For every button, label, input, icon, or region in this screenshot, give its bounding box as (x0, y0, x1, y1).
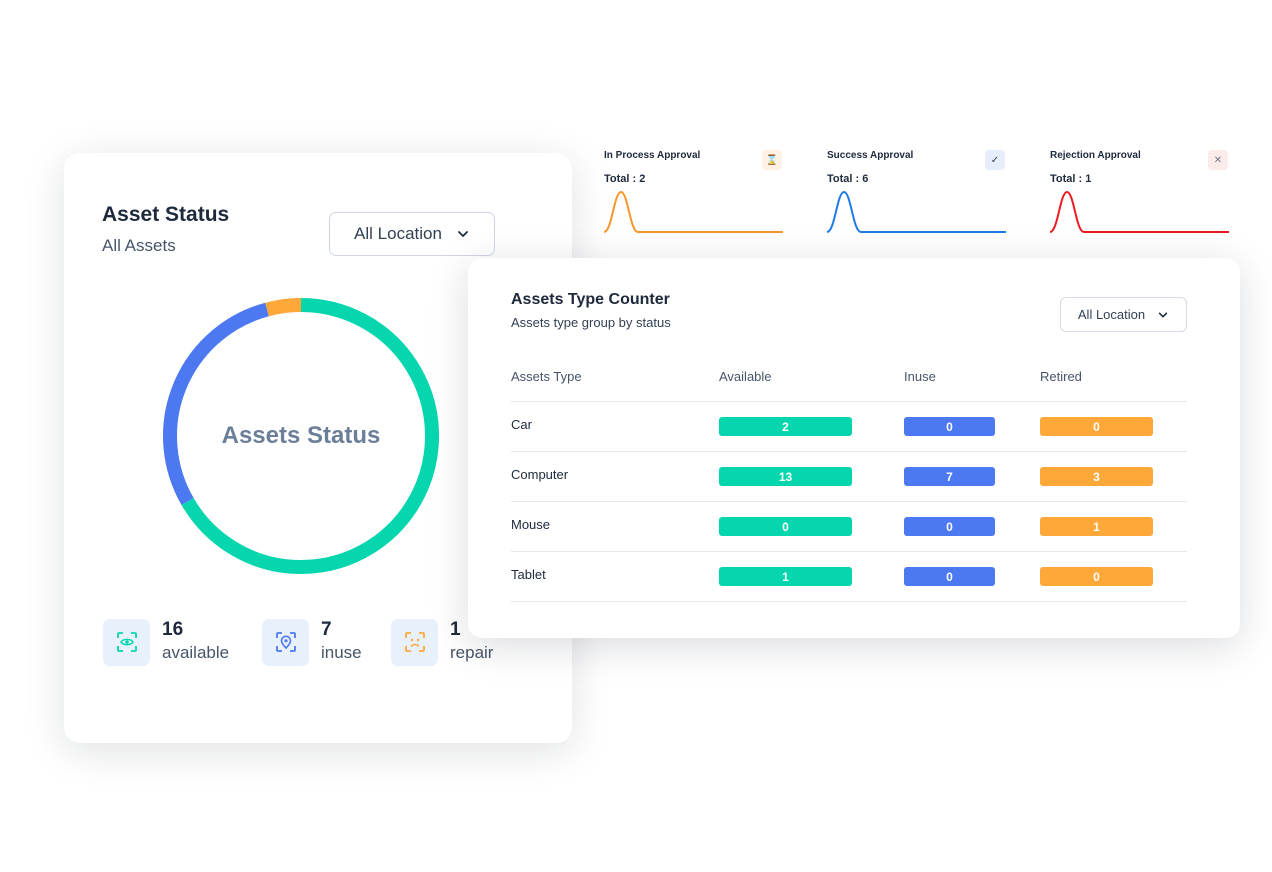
approval-total: Total : 2 (604, 173, 646, 185)
stat-value: 1 (450, 619, 461, 640)
available-count-badge: 2 (719, 417, 852, 436)
approval-sparkline (827, 190, 1006, 233)
location-dropdown[interactable]: All Location (1060, 297, 1187, 332)
stat-label: repair (450, 643, 494, 662)
approval-total: Total : 1 (1050, 173, 1092, 185)
counter-title: Assets Type Counter (511, 291, 670, 308)
retired-count-badge: 1 (1040, 517, 1153, 536)
scan-location-icon (262, 618, 309, 666)
location-dropdown-value: All Location (354, 224, 442, 243)
approval-title: In Process Approval (604, 150, 701, 161)
chevron-down-icon (458, 231, 468, 237)
location-dropdown[interactable]: All Location (329, 212, 495, 256)
approval-total: Total : 6 (827, 173, 869, 185)
approval-sparkline (1050, 190, 1229, 233)
inuse-count-badge: 0 (904, 517, 995, 536)
approval-panel-success: Success Approval Total : 6 ✓ (827, 146, 1007, 238)
inuse-count-badge: 0 (904, 417, 995, 436)
approval-panel-in-process: In Process Approval Total : 2 ⌛ (604, 146, 784, 238)
inuse-count-badge: 0 (904, 567, 995, 586)
asset-type-cell: Tablet (511, 567, 546, 582)
stat-value: 16 (162, 619, 184, 640)
table-row: Computer 13 7 3 (511, 452, 1187, 502)
table-row: Mouse 0 0 1 (511, 502, 1187, 552)
assets-type-counter-card: Assets Type Counter Assets type group by… (468, 258, 1240, 638)
column-header-inuse: Inuse (904, 369, 936, 384)
asset-type-cell: Computer (511, 467, 569, 482)
donut-chart (163, 298, 439, 574)
donut-segment-available (181, 298, 439, 574)
available-count-badge: 1 (719, 567, 852, 586)
check-icon: ✓ (985, 150, 1005, 170)
chevron-down-icon (1158, 312, 1168, 317)
column-header-type: Assets Type (511, 369, 582, 384)
stat-available: 16 available (103, 618, 229, 666)
hourglass-icon: ⌛ (762, 150, 782, 170)
approval-panel-rejection: Rejection Approval Total : 1 ✕ (1050, 146, 1230, 238)
available-count-badge: 13 (719, 467, 852, 486)
counter-subtitle: Assets type group by status (511, 315, 671, 330)
donut-segment-inuse (163, 302, 269, 505)
approval-sparkline (604, 190, 783, 233)
table-row: Car 2 0 0 (511, 402, 1187, 452)
asset-status-subtitle: All Assets (102, 236, 176, 255)
assets-type-table: Assets Type Available Inuse Retired Car … (511, 362, 1187, 602)
stat-repair: 1 repair (391, 618, 493, 666)
donut-center-label: Assets Status (221, 422, 381, 449)
scan-face-icon (391, 618, 438, 666)
stat-label: inuse (321, 643, 362, 662)
approval-title: Success Approval (827, 150, 914, 161)
column-header-retired: Retired (1040, 369, 1082, 384)
inuse-count-badge: 7 (904, 467, 995, 486)
retired-count-badge: 3 (1040, 467, 1153, 486)
available-count-badge: 0 (719, 517, 852, 536)
approval-title: Rejection Approval (1050, 150, 1141, 161)
asset-status-donut: Assets Status (161, 296, 441, 576)
table-row: Tablet 1 0 0 (511, 552, 1187, 602)
asset-type-cell: Mouse (511, 517, 551, 532)
asset-type-cell: Car (511, 417, 532, 432)
column-header-available: Available (719, 369, 772, 384)
location-dropdown-value: All Location (1077, 307, 1146, 322)
asset-status-title: Asset Status (102, 203, 230, 226)
retired-count-badge: 0 (1040, 567, 1153, 586)
stat-inuse: 7 inuse (262, 618, 362, 666)
table-header: Assets Type Available Inuse Retired (511, 362, 1187, 402)
stat-label: available (162, 643, 230, 662)
stat-value: 7 (321, 619, 332, 640)
close-icon: ✕ (1208, 150, 1228, 170)
retired-count-badge: 0 (1040, 417, 1153, 436)
donut-segment-repair (265, 298, 302, 317)
scan-eye-icon (103, 618, 150, 666)
